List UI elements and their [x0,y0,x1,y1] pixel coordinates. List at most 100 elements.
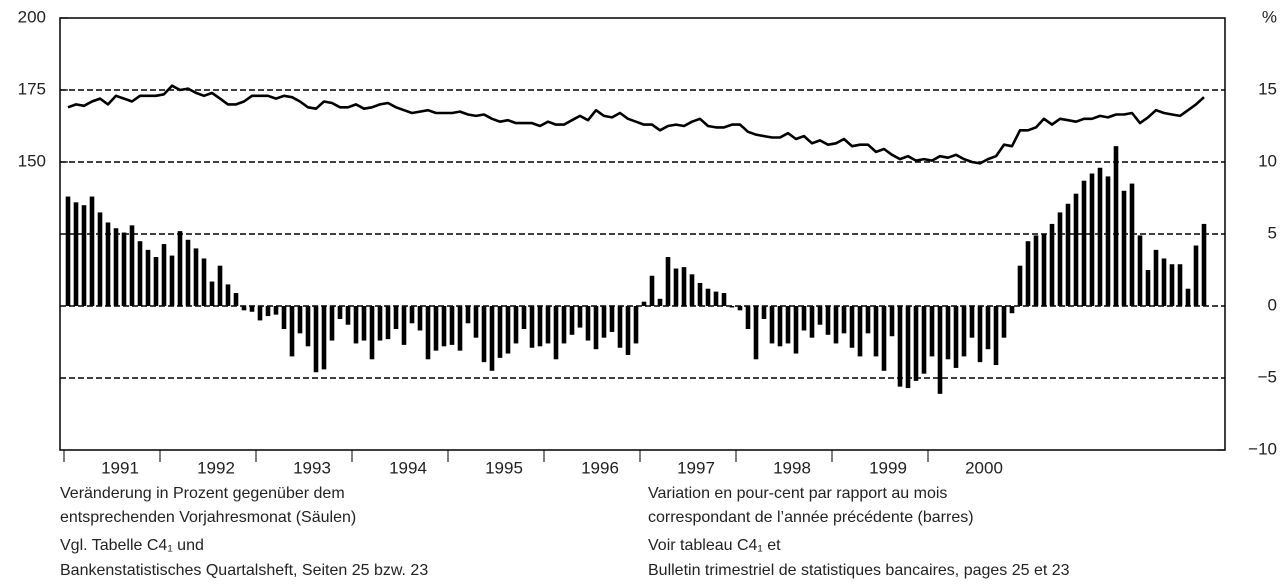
x-tick-label: 1994 [389,458,427,477]
bar [545,306,551,344]
bar [1009,306,1015,314]
bar [905,306,911,389]
bar [1145,270,1151,306]
bar [249,306,255,312]
bar [89,196,95,306]
bar [641,301,647,306]
bar [921,306,927,374]
x-tick-label: 1992 [197,458,235,477]
bar [953,306,959,368]
bar [369,306,375,360]
bar [713,291,719,306]
bar [665,257,671,306]
bar [129,225,135,306]
bar [1033,235,1039,306]
bar [193,248,199,306]
bar [593,306,599,350]
bar [705,288,711,306]
bar [529,306,535,348]
bar [377,306,383,341]
bar [553,306,559,360]
bar [449,306,455,345]
bar [945,306,951,360]
y-tick-label: 200 [18,7,46,26]
bar [121,232,127,306]
bar [721,293,727,306]
bar [233,293,239,306]
bar [481,306,487,363]
y2-tick-label: −10 [1248,439,1277,458]
bar [1121,190,1127,306]
bar [569,306,575,335]
bar [1193,245,1199,306]
bar [337,306,343,319]
y2-axis-label: % [1262,7,1277,26]
bar [649,275,655,306]
bar [417,306,423,331]
caption: entsprechenden Vorjahresmonat (Säulen) [60,509,356,526]
x-tick-label: 1999 [869,458,907,477]
bar [961,306,967,357]
bar [1129,183,1135,306]
x-tick-label: 2000 [965,458,1003,477]
bar [241,306,247,311]
x-tick-label: 1997 [677,458,715,477]
bar [65,196,71,306]
bar [433,306,439,351]
bar [153,257,159,306]
bar [521,306,527,330]
bar [841,306,847,334]
bar [689,274,695,306]
caption: Variation en pour-cent par rapport au mo… [648,485,947,502]
bar [857,306,863,357]
bar [681,267,687,306]
bar [1025,241,1031,306]
bar [473,306,479,338]
bar [329,306,335,341]
bar [1089,173,1095,306]
bar [753,306,759,360]
bar [185,239,191,306]
bar [385,306,391,340]
bar [865,306,871,334]
bar [145,249,151,306]
bar [289,306,295,357]
bar [1105,176,1111,306]
bar [113,228,119,306]
bar [257,306,263,321]
bar [465,306,471,324]
bar [513,306,519,344]
bar [81,205,87,306]
bar [697,282,703,306]
bar [313,306,319,373]
bar [785,306,791,344]
bar [985,306,991,350]
bar [881,306,887,371]
bar [441,306,447,347]
bar [673,268,679,306]
bar [297,306,303,334]
bar [657,298,663,306]
bar [353,306,359,344]
bar [505,306,511,354]
y-tick-label: 175 [18,79,46,98]
bar [1161,258,1167,306]
bar [873,306,879,357]
bar [1169,264,1175,306]
bar [625,306,631,355]
bar [769,306,775,344]
y2-tick-label: 10 [1258,151,1277,170]
bar [937,306,943,394]
bar [361,306,367,341]
bar [1081,180,1087,306]
bar [105,222,111,306]
x-tick-label: 1991 [101,458,139,477]
bar [401,306,407,345]
bar [1185,288,1191,306]
bar [177,231,183,306]
bar [409,306,415,324]
bar [817,306,823,325]
bar [201,258,207,306]
x-tick-label: 1998 [773,458,811,477]
